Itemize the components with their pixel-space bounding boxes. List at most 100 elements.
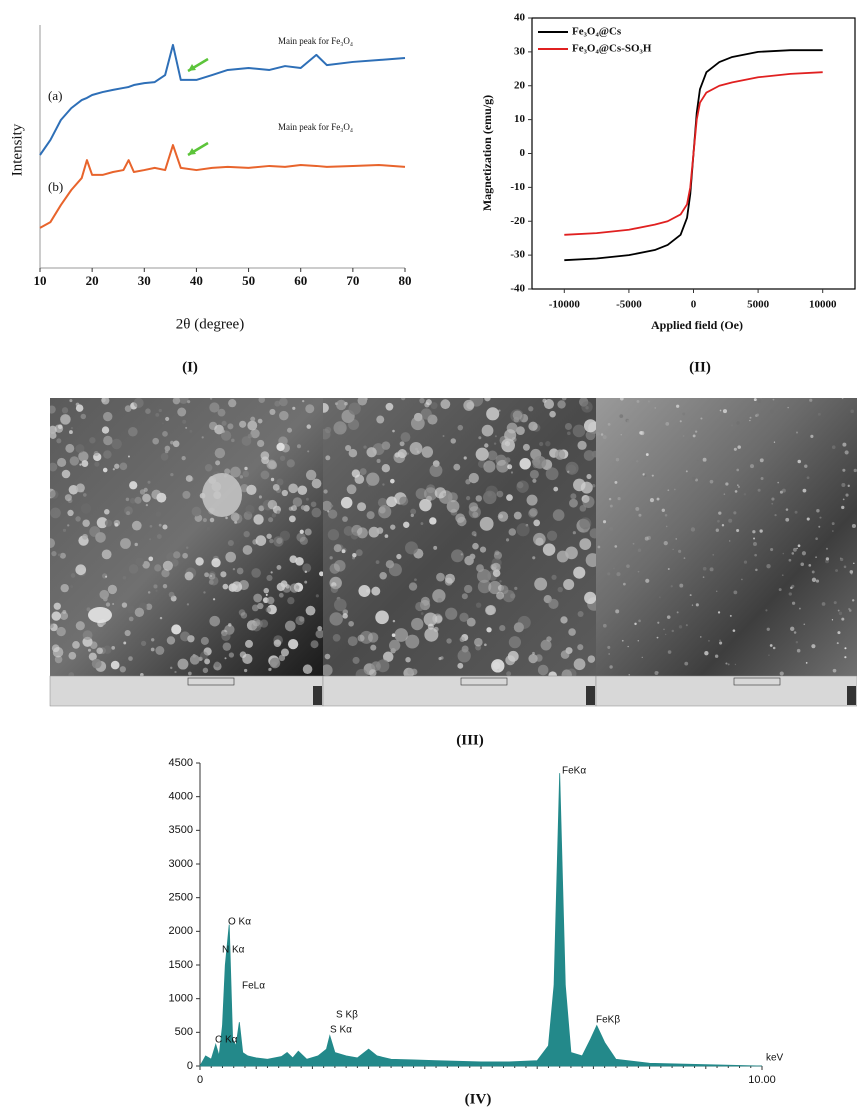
particle xyxy=(499,580,502,583)
particle xyxy=(50,538,56,549)
particle xyxy=(330,585,339,593)
particle xyxy=(472,511,479,518)
particle xyxy=(838,611,843,616)
particle xyxy=(438,657,442,661)
particle xyxy=(717,519,720,523)
particle xyxy=(270,477,275,482)
particle xyxy=(579,517,592,530)
particle xyxy=(62,528,67,532)
particle xyxy=(672,548,674,551)
particle xyxy=(679,420,682,423)
particle xyxy=(356,527,368,539)
particle xyxy=(733,590,738,595)
y-tick-label: 2500 xyxy=(169,892,193,904)
particle xyxy=(390,647,396,654)
particle xyxy=(304,528,312,536)
annotation: C Kα xyxy=(215,1035,238,1046)
particle xyxy=(818,525,821,528)
particle xyxy=(572,531,576,535)
particle xyxy=(164,445,171,452)
particle xyxy=(516,480,529,493)
particle xyxy=(498,409,501,412)
particle xyxy=(415,488,427,500)
particle xyxy=(376,527,384,534)
particle xyxy=(607,645,611,649)
particle xyxy=(315,629,323,639)
particle xyxy=(708,640,710,642)
particle xyxy=(797,544,801,548)
particle xyxy=(709,567,714,572)
particle xyxy=(644,536,649,541)
particle xyxy=(376,458,381,464)
particle xyxy=(247,420,258,431)
particle xyxy=(170,472,174,477)
particle xyxy=(75,404,84,412)
particle xyxy=(719,409,722,412)
particle xyxy=(563,578,575,590)
particle xyxy=(737,484,739,486)
particle xyxy=(651,474,654,477)
particle xyxy=(513,622,524,633)
particle xyxy=(581,494,590,503)
particle xyxy=(352,553,357,558)
particle xyxy=(779,671,784,676)
sem-particles xyxy=(323,398,596,676)
particle xyxy=(614,480,618,484)
particle xyxy=(341,549,346,554)
particle xyxy=(296,444,301,449)
particle xyxy=(508,636,521,649)
particle xyxy=(728,540,731,542)
annotation: FeLα xyxy=(242,981,265,992)
particle xyxy=(287,596,295,605)
particle xyxy=(766,564,771,569)
particle xyxy=(305,404,315,414)
particle xyxy=(639,431,643,435)
particle xyxy=(486,627,492,633)
particle xyxy=(561,669,572,676)
particle xyxy=(251,568,261,578)
particle xyxy=(442,435,445,438)
particle xyxy=(436,572,445,582)
particle xyxy=(155,412,160,417)
particle xyxy=(209,576,219,586)
particle xyxy=(170,440,174,445)
particle xyxy=(221,429,225,433)
particle xyxy=(513,511,522,520)
particle xyxy=(184,571,194,581)
particle xyxy=(131,520,142,531)
particle xyxy=(548,671,557,676)
particle xyxy=(504,457,511,463)
sem-info-bar xyxy=(49,675,324,707)
particle xyxy=(546,530,558,541)
particle xyxy=(142,560,150,569)
particle xyxy=(811,644,816,649)
particle xyxy=(209,398,213,400)
particle xyxy=(278,592,284,598)
particle xyxy=(719,641,723,645)
particle xyxy=(440,399,451,410)
particle xyxy=(806,476,810,480)
particle xyxy=(637,570,640,573)
particle xyxy=(719,639,721,642)
particle xyxy=(281,489,288,497)
particle xyxy=(737,445,741,449)
particle xyxy=(124,629,131,637)
particle xyxy=(841,398,844,400)
particle xyxy=(734,663,737,666)
particle xyxy=(785,517,790,522)
particle xyxy=(484,398,491,402)
annotation: S Kα xyxy=(330,1025,352,1036)
particle xyxy=(516,481,524,489)
particle xyxy=(208,579,214,585)
particle xyxy=(808,564,812,567)
particle xyxy=(419,398,425,404)
particle xyxy=(69,430,73,435)
particle xyxy=(405,634,420,649)
particle xyxy=(103,435,113,446)
particle xyxy=(399,496,409,506)
particle xyxy=(577,610,584,617)
x-tick-label: 40 xyxy=(190,273,203,288)
particle xyxy=(777,481,780,484)
particle xyxy=(129,497,136,504)
particle xyxy=(802,488,807,493)
